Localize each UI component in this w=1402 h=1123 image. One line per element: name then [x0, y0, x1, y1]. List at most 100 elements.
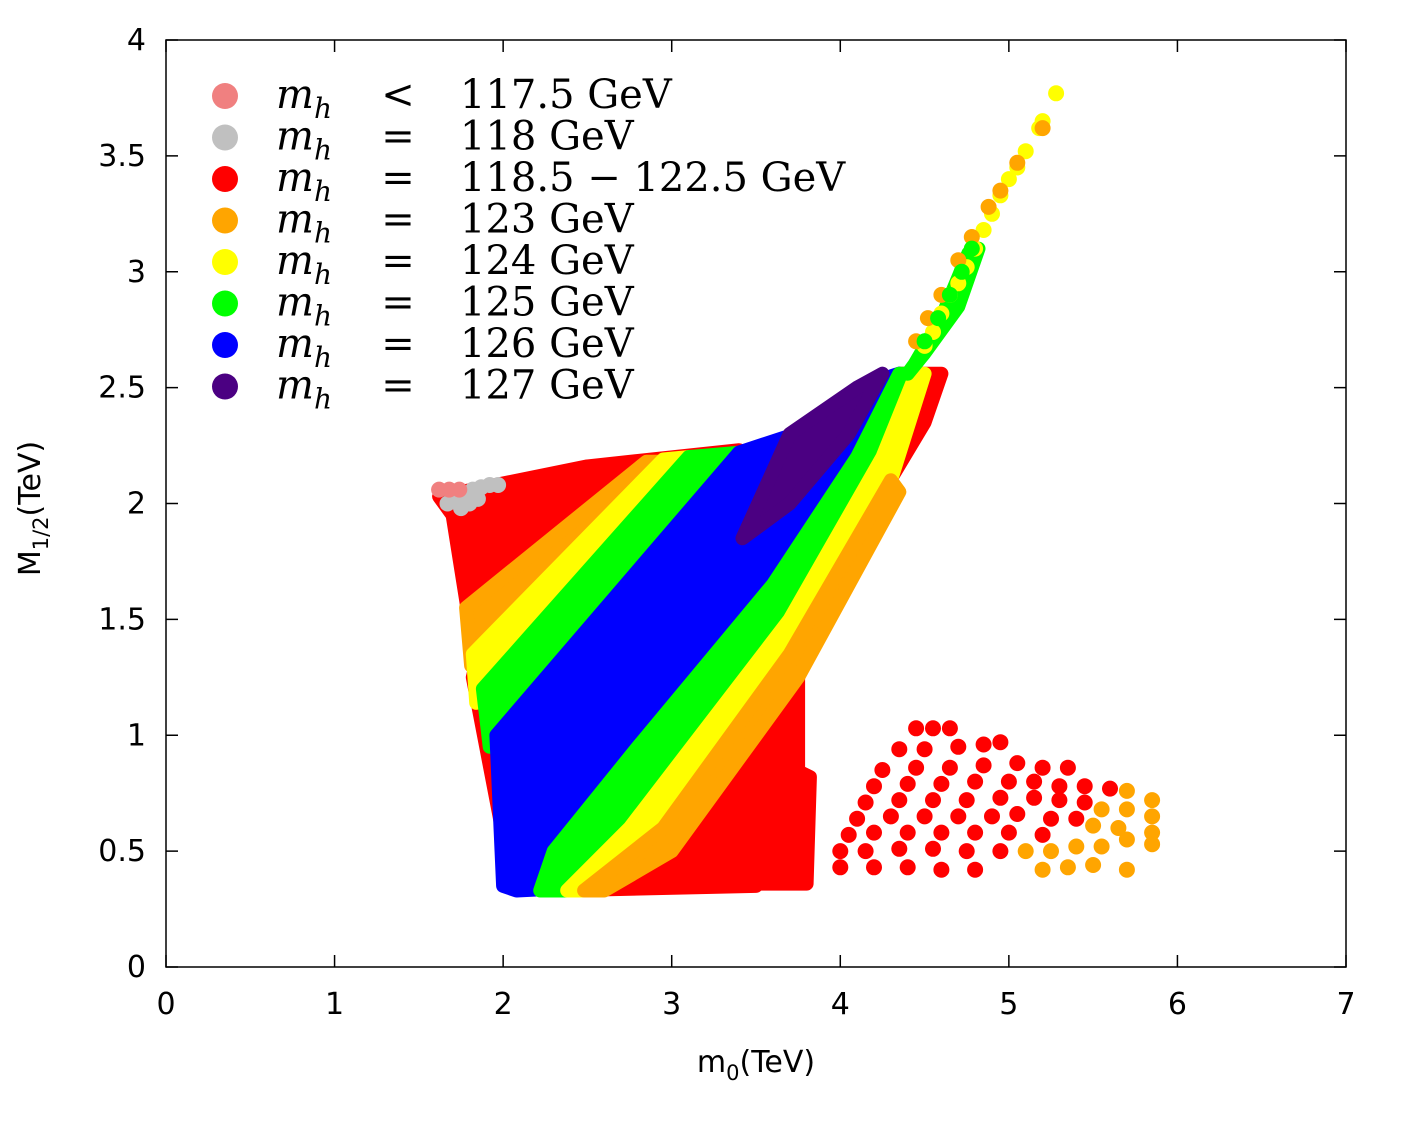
legend-marker [212, 83, 238, 109]
data-point [967, 773, 984, 790]
points-grey-dots [439, 477, 507, 517]
data-point [849, 810, 866, 827]
data-point [891, 741, 908, 758]
legend-variable: mh [276, 197, 332, 250]
data-point [1009, 806, 1026, 822]
legend-variable: mh [276, 114, 332, 167]
data-point [1009, 154, 1026, 171]
tick-labels: 0 1 2 3 4 5 6 7 0 0.5 1 1.5 2 2.5 3 3.5 4 [98, 23, 1355, 1022]
data-point [857, 843, 874, 860]
data-point [1118, 861, 1135, 878]
x-tick-label: 1 [325, 987, 344, 1022]
legend-variable: mh [276, 321, 332, 374]
data-point [891, 792, 908, 809]
y-tick-label: 1.5 [98, 602, 146, 637]
data-point [866, 824, 882, 841]
legend-relation: = [381, 363, 415, 409]
legend-marker [212, 373, 238, 400]
data-point [1017, 143, 1034, 160]
data-point [916, 741, 933, 758]
data-point [908, 720, 925, 737]
y-axis-title: M1/2(TeV) [13, 441, 53, 576]
legend-marker [212, 124, 238, 151]
data-point [1144, 808, 1161, 825]
x-tick-label: 5 [999, 987, 1018, 1022]
data-point [933, 775, 950, 792]
data-point [950, 738, 967, 755]
data-point [1085, 817, 1102, 834]
legend-variable: mh [276, 155, 332, 208]
data-point [1043, 810, 1059, 827]
data-point [958, 792, 975, 809]
legend-relation: = [381, 238, 415, 284]
data-point [1059, 759, 1076, 776]
legend-relation: = [381, 114, 415, 160]
data-point [1026, 773, 1043, 790]
legend-variable: mh [276, 280, 332, 333]
data-point [967, 824, 984, 841]
legend-value: 126 GeV [460, 321, 635, 367]
data-point [925, 840, 941, 857]
axis-ticks [165, 39, 1347, 968]
data-point [933, 861, 950, 878]
legend-value: 117.5 GeV [460, 72, 673, 118]
data-point [1068, 838, 1085, 855]
data-point [975, 736, 992, 753]
legend-variable: mh [276, 72, 332, 125]
y-tick-label: 0 [127, 950, 146, 985]
data-point [992, 789, 1009, 806]
legend-item: mh = 127 GeV [212, 363, 635, 416]
x-tick-label: 4 [831, 987, 850, 1022]
data-point [1118, 831, 1135, 848]
data-point [930, 310, 947, 327]
y-tick-label: 1 [127, 718, 146, 753]
data-point [469, 490, 486, 507]
legend-item: mh = 118 GeV [212, 114, 635, 167]
legend-value: 118 GeV [460, 114, 635, 160]
data-point [899, 859, 916, 876]
data-point [832, 859, 849, 876]
data-point [1048, 85, 1065, 102]
data-point [899, 775, 916, 792]
data-point [953, 263, 970, 280]
data-point [980, 198, 997, 215]
x-tick-label: 7 [1336, 987, 1355, 1022]
data-point [1051, 792, 1068, 809]
data-point [925, 720, 941, 737]
legend-value: 124 GeV [460, 238, 635, 284]
legend-item: mh <117.5 GeV [212, 72, 673, 125]
data-point [1093, 838, 1110, 855]
data-point [916, 808, 933, 825]
data-point [1059, 859, 1076, 876]
data-point [984, 808, 1000, 825]
data-point [451, 481, 468, 498]
data-point [1076, 778, 1093, 795]
y-tick-label: 2 [127, 487, 146, 522]
legend-variable: mh [276, 238, 332, 291]
data-point [908, 759, 925, 776]
data-point [1034, 120, 1051, 137]
legend-item: mh = 126 GeV [212, 321, 635, 374]
region-orange-band-lower [577, 473, 907, 898]
y-tick-label: 0.5 [98, 834, 146, 869]
data-point [1102, 780, 1118, 797]
legend-item: mh = 123 GeV [212, 197, 635, 250]
plot-area [431, 85, 1161, 898]
data-point [891, 840, 908, 857]
data-point [916, 333, 933, 350]
data-point [874, 762, 891, 778]
data-point [992, 734, 1009, 751]
legend-marker [212, 207, 238, 234]
legend-marker [212, 166, 238, 192]
x-axis-title: m0(TeV) [697, 1045, 815, 1085]
data-point [933, 824, 950, 841]
data-point [950, 808, 967, 825]
points-salmon-dots [431, 481, 468, 498]
data-point [992, 843, 1009, 860]
data-point [1144, 792, 1161, 809]
legend-item: mh = 124 GeV [212, 238, 635, 291]
data-point [963, 229, 980, 245]
legend-marker [212, 332, 238, 358]
data-point [941, 720, 958, 737]
data-point [1017, 843, 1034, 860]
